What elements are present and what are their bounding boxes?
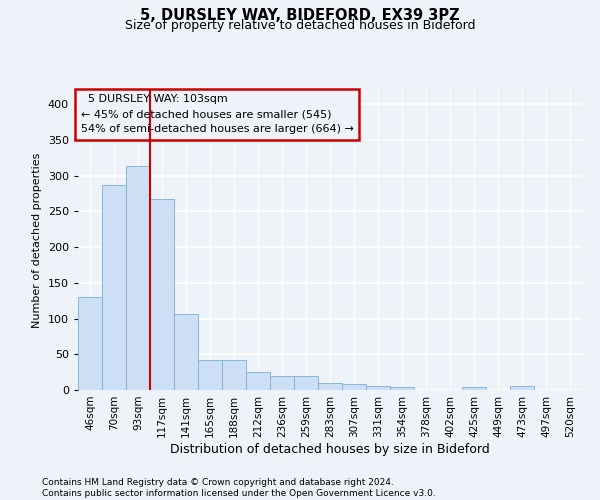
Bar — [366, 386, 390, 390]
Text: Distribution of detached houses by size in Bideford: Distribution of detached houses by size … — [170, 442, 490, 456]
Text: 5, DURSLEY WAY, BIDEFORD, EX39 3PZ: 5, DURSLEY WAY, BIDEFORD, EX39 3PZ — [140, 8, 460, 22]
Bar — [390, 387, 414, 390]
Text: Size of property relative to detached houses in Bideford: Size of property relative to detached ho… — [125, 19, 475, 32]
Bar — [150, 198, 174, 390]
Bar — [342, 384, 366, 390]
Bar — [78, 297, 102, 390]
Bar — [270, 376, 294, 390]
Bar — [294, 376, 318, 390]
Bar — [246, 372, 270, 390]
Bar — [174, 314, 198, 390]
Bar — [126, 166, 150, 390]
Text: 5 DURSLEY WAY: 103sqm
← 45% of detached houses are smaller (545)
54% of semi-det: 5 DURSLEY WAY: 103sqm ← 45% of detached … — [80, 94, 353, 134]
Bar — [462, 387, 486, 390]
Bar — [510, 386, 534, 390]
Text: Contains HM Land Registry data © Crown copyright and database right 2024.
Contai: Contains HM Land Registry data © Crown c… — [42, 478, 436, 498]
Bar — [318, 383, 342, 390]
Bar — [222, 360, 246, 390]
Y-axis label: Number of detached properties: Number of detached properties — [32, 152, 42, 328]
Bar — [102, 185, 126, 390]
Bar — [198, 360, 222, 390]
